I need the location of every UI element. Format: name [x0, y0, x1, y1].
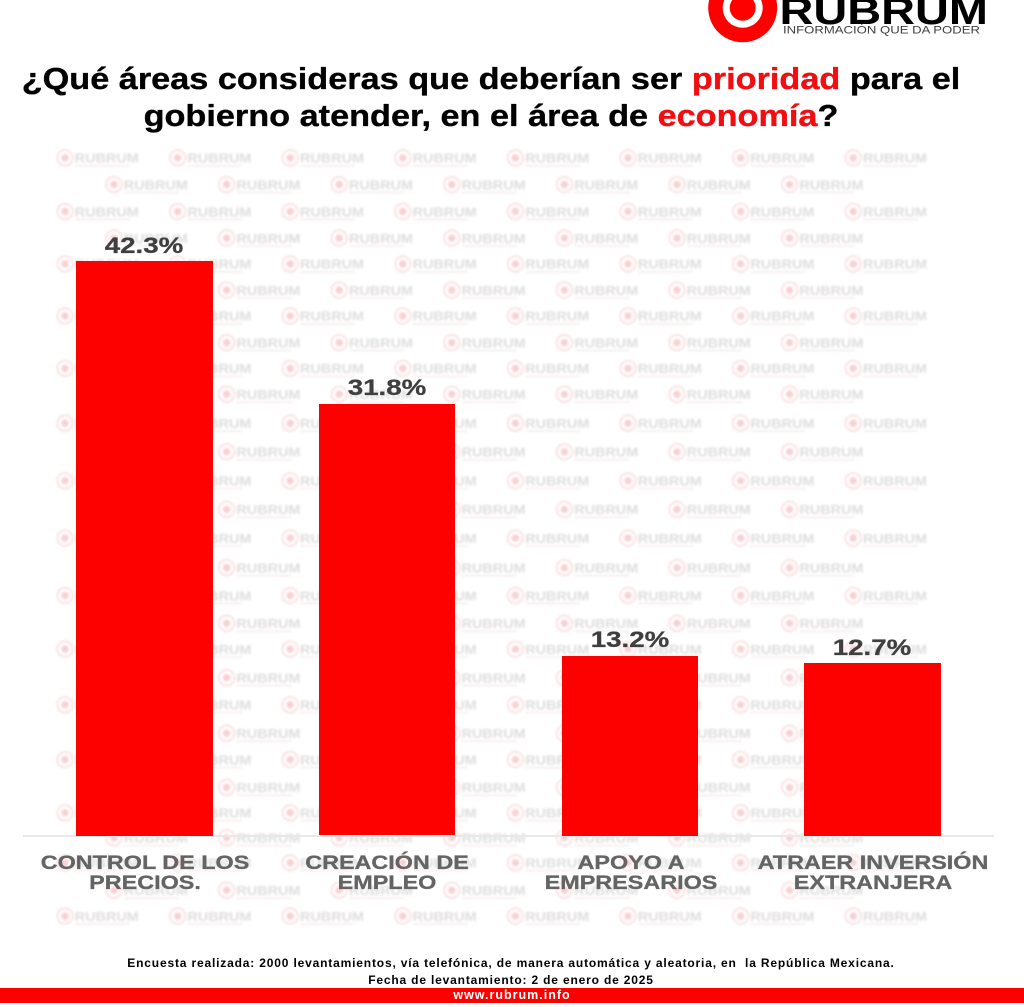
svg-text:RUBRUM: RUBRUM: [780, 0, 989, 33]
svg-text:INFORMACIÓN QUE DA PODER: INFORMACIÓN QUE DA PODER: [783, 24, 980, 37]
